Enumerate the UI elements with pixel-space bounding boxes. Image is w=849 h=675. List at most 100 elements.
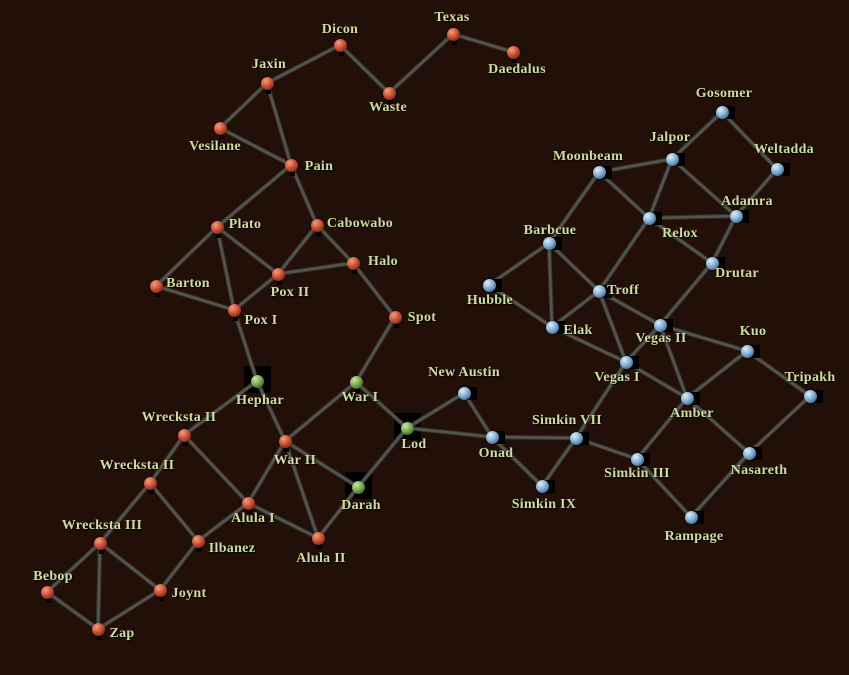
starlane-simkin-9-simkin-7: [540, 436, 578, 488]
star-shadow-plato: [216, 233, 221, 238]
star-bebop[interactable]: [40, 585, 54, 599]
starlane-waste-texas: [387, 32, 455, 95]
star-alula-1[interactable]: [241, 496, 255, 510]
starlane-lod-onad: [405, 426, 494, 439]
starlane-halo-spot: [351, 261, 397, 319]
star-tripakh[interactable]: [803, 389, 817, 403]
star-shadow-wrecksta-2a: [183, 441, 188, 446]
starlane-cabowabo-pox-2: [276, 223, 319, 276]
star-ilbanez[interactable]: [191, 534, 205, 548]
starlane-barbcue-moonbeam: [547, 170, 601, 245]
star-adamra[interactable]: [729, 209, 743, 223]
star-amber[interactable]: [680, 391, 694, 405]
star-shadow-alula-2: [317, 544, 322, 549]
star-jalpor[interactable]: [665, 152, 679, 166]
star-new-austin[interactable]: [457, 386, 471, 400]
star-drutar[interactable]: [705, 256, 719, 270]
star-jaxin[interactable]: [260, 76, 274, 90]
star-wrecksta-2b[interactable]: [143, 476, 157, 490]
star-shadow-waste: [388, 99, 393, 104]
starlane-elak-barbcue: [547, 241, 554, 329]
star-shadow-texas: [452, 40, 457, 45]
starlane-pox-1-hephar: [232, 308, 259, 383]
star-spot[interactable]: [388, 310, 402, 324]
starlane-relox-drutar: [647, 216, 714, 265]
starlane-relox-adamra: [647, 214, 738, 220]
star-shadow-ilbanez: [197, 547, 202, 552]
star-rampage[interactable]: [684, 510, 698, 524]
star-relox[interactable]: [642, 211, 656, 225]
star-daedalus[interactable]: [506, 45, 520, 59]
star-elak[interactable]: [545, 320, 559, 334]
star-simkin-7[interactable]: [569, 431, 583, 445]
star-pox-2[interactable]: [271, 267, 285, 281]
star-zap[interactable]: [91, 622, 105, 636]
starlane-darah-lod: [356, 426, 409, 489]
starlane-vegas-2-drutar: [658, 261, 714, 327]
star-wrecksta-2a[interactable]: [177, 428, 191, 442]
star-hubble[interactable]: [482, 278, 496, 292]
starlane-spot-war-1: [354, 315, 397, 384]
starlane-adamra-weltadda: [734, 167, 779, 218]
starlane-texas-daedalus: [451, 32, 515, 54]
star-shadow-wrecksta-3: [99, 549, 104, 554]
star-shadow-bebop: [46, 598, 51, 603]
star-shadow-joynt: [159, 596, 164, 601]
star-lod[interactable]: [400, 421, 414, 435]
star-shadow-pox-1: [233, 316, 238, 321]
star-nasareth[interactable]: [742, 446, 756, 460]
star-halo[interactable]: [346, 256, 360, 270]
starlane-gosomer-jalpor: [670, 110, 724, 161]
star-onad[interactable]: [485, 430, 499, 444]
starlane-new-austin-onad: [462, 391, 494, 439]
star-wrecksta-3[interactable]: [93, 536, 107, 550]
starlane-elak-hubble: [487, 283, 554, 329]
star-barton[interactable]: [149, 279, 163, 293]
star-shadow-alula-1: [247, 509, 252, 514]
starlane-alula-1-ilbanez: [196, 501, 250, 543]
star-kuo[interactable]: [740, 344, 754, 358]
starlane-vegas-1-vegas-2: [624, 323, 662, 364]
starlane-simkin-3-amber: [635, 396, 689, 461]
star-alula-2[interactable]: [311, 531, 325, 545]
star-moonbeam[interactable]: [592, 165, 606, 179]
star-weltadda[interactable]: [770, 162, 784, 176]
star-darah[interactable]: [351, 480, 365, 494]
star-pox-1[interactable]: [227, 303, 241, 317]
starlane-war-2-alula-1: [246, 439, 287, 505]
starlane-rampage-nasareth: [689, 451, 751, 519]
starlane-nasareth-tripakh: [747, 394, 812, 455]
star-simkin-3[interactable]: [630, 452, 644, 466]
starlane-simkin-3-rampage: [635, 457, 693, 519]
starlane-dicon-waste: [338, 43, 391, 95]
star-vegas-2[interactable]: [653, 318, 667, 332]
star-waste[interactable]: [382, 86, 396, 100]
star-barbcue[interactable]: [542, 236, 556, 250]
star-troff[interactable]: [592, 284, 606, 298]
star-simkin-9[interactable]: [535, 479, 549, 493]
star-shadow-dicon: [339, 51, 344, 56]
star-shadow-daedalus: [512, 58, 517, 63]
starlane-kuo-vegas-2: [658, 323, 749, 353]
star-pain[interactable]: [284, 158, 298, 172]
starlane-zap-joynt: [96, 588, 162, 631]
starlane-joynt-ilbanez: [158, 539, 200, 592]
starlane-plato-pox-1: [215, 225, 236, 312]
star-war-2[interactable]: [278, 434, 292, 448]
star-hephar[interactable]: [250, 374, 264, 388]
starlane-tripakh-kuo: [745, 349, 812, 398]
star-vesilane[interactable]: [213, 121, 227, 135]
star-texas[interactable]: [446, 27, 460, 41]
star-gosomer[interactable]: [715, 105, 729, 119]
star-dicon[interactable]: [333, 38, 347, 52]
star-war-1[interactable]: [349, 375, 363, 389]
star-cabowabo[interactable]: [310, 218, 324, 232]
starlane-bebop-zap: [45, 590, 100, 631]
star-joynt[interactable]: [153, 583, 167, 597]
star-shadow-cabowabo: [316, 231, 321, 236]
star-vegas-1[interactable]: [619, 355, 633, 369]
star-shadow-halo: [352, 269, 357, 274]
star-plato[interactable]: [210, 220, 224, 234]
